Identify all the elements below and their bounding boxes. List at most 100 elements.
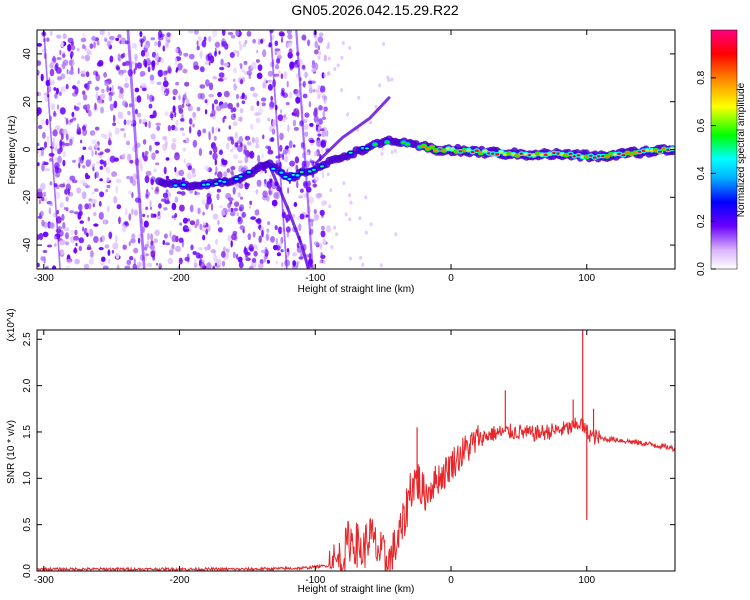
noise-speck (87, 216, 91, 222)
noise-speck (62, 59, 69, 66)
noise-speck (321, 116, 327, 120)
signal-track (155, 95, 675, 269)
noise-speck (322, 110, 326, 118)
noise-speck (63, 206, 66, 211)
noise-speck (146, 93, 149, 100)
noise-speck (63, 227, 70, 232)
noise-speck (155, 162, 160, 166)
noise-speck (326, 172, 330, 177)
noise-speck (232, 67, 238, 74)
noise-speck (74, 229, 78, 236)
noise-speck (59, 107, 66, 115)
noise-speck (232, 186, 236, 195)
x-tick-label: -100 (305, 273, 325, 284)
noise-speck (232, 146, 237, 150)
noise-speck (264, 169, 267, 174)
noise-speck (86, 50, 93, 56)
noise-speck (221, 158, 225, 164)
noise-speck (319, 85, 326, 93)
noise-speck (386, 75, 390, 80)
noise-speck (223, 171, 228, 178)
noise-speck (196, 207, 202, 215)
noise-speck (119, 40, 122, 45)
track-core-peak (238, 175, 243, 178)
noise-speck (111, 171, 118, 177)
noise-speck (65, 207, 69, 212)
noise-speck (126, 140, 130, 146)
noise-speck (155, 150, 159, 154)
noise-speck (154, 229, 160, 236)
noise-speck (159, 33, 165, 38)
noise-speck (315, 194, 321, 200)
noise-speck (183, 52, 189, 57)
noise-speck (247, 233, 251, 241)
noise-speck (250, 123, 254, 131)
noise-speck (113, 100, 118, 109)
noise-speck (326, 225, 331, 233)
noise-speck (261, 102, 266, 107)
noise-speck (303, 118, 308, 124)
noise-speck (308, 83, 312, 89)
colorbar-ticks: 0.0 0.2 0.4 0.6 0.8 (696, 70, 716, 276)
noise-speck (146, 214, 149, 218)
noise-speck (176, 191, 182, 195)
noise-speck (187, 165, 192, 171)
noise-speck (282, 152, 284, 161)
noise-speck (82, 226, 85, 232)
noise-speck (296, 242, 300, 249)
noise-speck (287, 124, 290, 133)
noise-speck (279, 132, 282, 141)
noise-speck (189, 220, 196, 226)
noise-speck (258, 235, 262, 243)
noise-speck (69, 118, 74, 123)
noise-speck (62, 222, 66, 230)
noise-speck (80, 156, 84, 164)
noise-speck (358, 216, 362, 221)
noise-speck (342, 181, 346, 186)
noise-speck (183, 228, 190, 232)
noise-speck (42, 231, 49, 238)
noise-speck (141, 87, 147, 92)
noise-speck (67, 37, 74, 44)
noise-speck (257, 38, 261, 46)
noise-speck (124, 76, 128, 83)
noise-speck (218, 205, 224, 209)
noise-speck (62, 151, 66, 158)
noise-speck (145, 253, 149, 257)
noise-speck (178, 237, 184, 243)
noise-speck (62, 33, 67, 39)
track-core-peak (181, 183, 186, 186)
noise-speck (155, 186, 159, 192)
noise-speck (178, 50, 183, 56)
noise-speck (244, 39, 248, 45)
noise-speck (273, 73, 280, 77)
noise-speck (242, 228, 245, 234)
noise-speck (188, 118, 193, 125)
noise-speck (137, 237, 141, 244)
noise-speck (238, 136, 243, 144)
noise-speck (357, 95, 361, 100)
noise-speck (256, 100, 260, 107)
noise-speck (275, 260, 278, 265)
noise-speck (278, 31, 285, 37)
noise-speck (364, 195, 368, 200)
snr-x-label: Height of straight line (km) (298, 584, 415, 595)
noise-speck (287, 187, 290, 194)
noise-speck (117, 111, 124, 119)
noise-speck (272, 119, 277, 128)
noise-speck (302, 80, 306, 88)
noise-speck (85, 175, 91, 179)
noise-speck (103, 71, 107, 78)
noise-speck (299, 213, 305, 220)
noise-speck (261, 229, 264, 238)
noise-speck (197, 129, 202, 137)
noise-speck (175, 69, 178, 73)
noise-speck (105, 189, 108, 193)
noise-speck (186, 253, 190, 260)
track-core-peak (621, 154, 626, 157)
noise-streak (126, 30, 146, 269)
noise-speck (276, 252, 281, 257)
noise-speck (340, 88, 343, 93)
noise-speck (192, 123, 195, 128)
noise-speck (88, 258, 95, 265)
